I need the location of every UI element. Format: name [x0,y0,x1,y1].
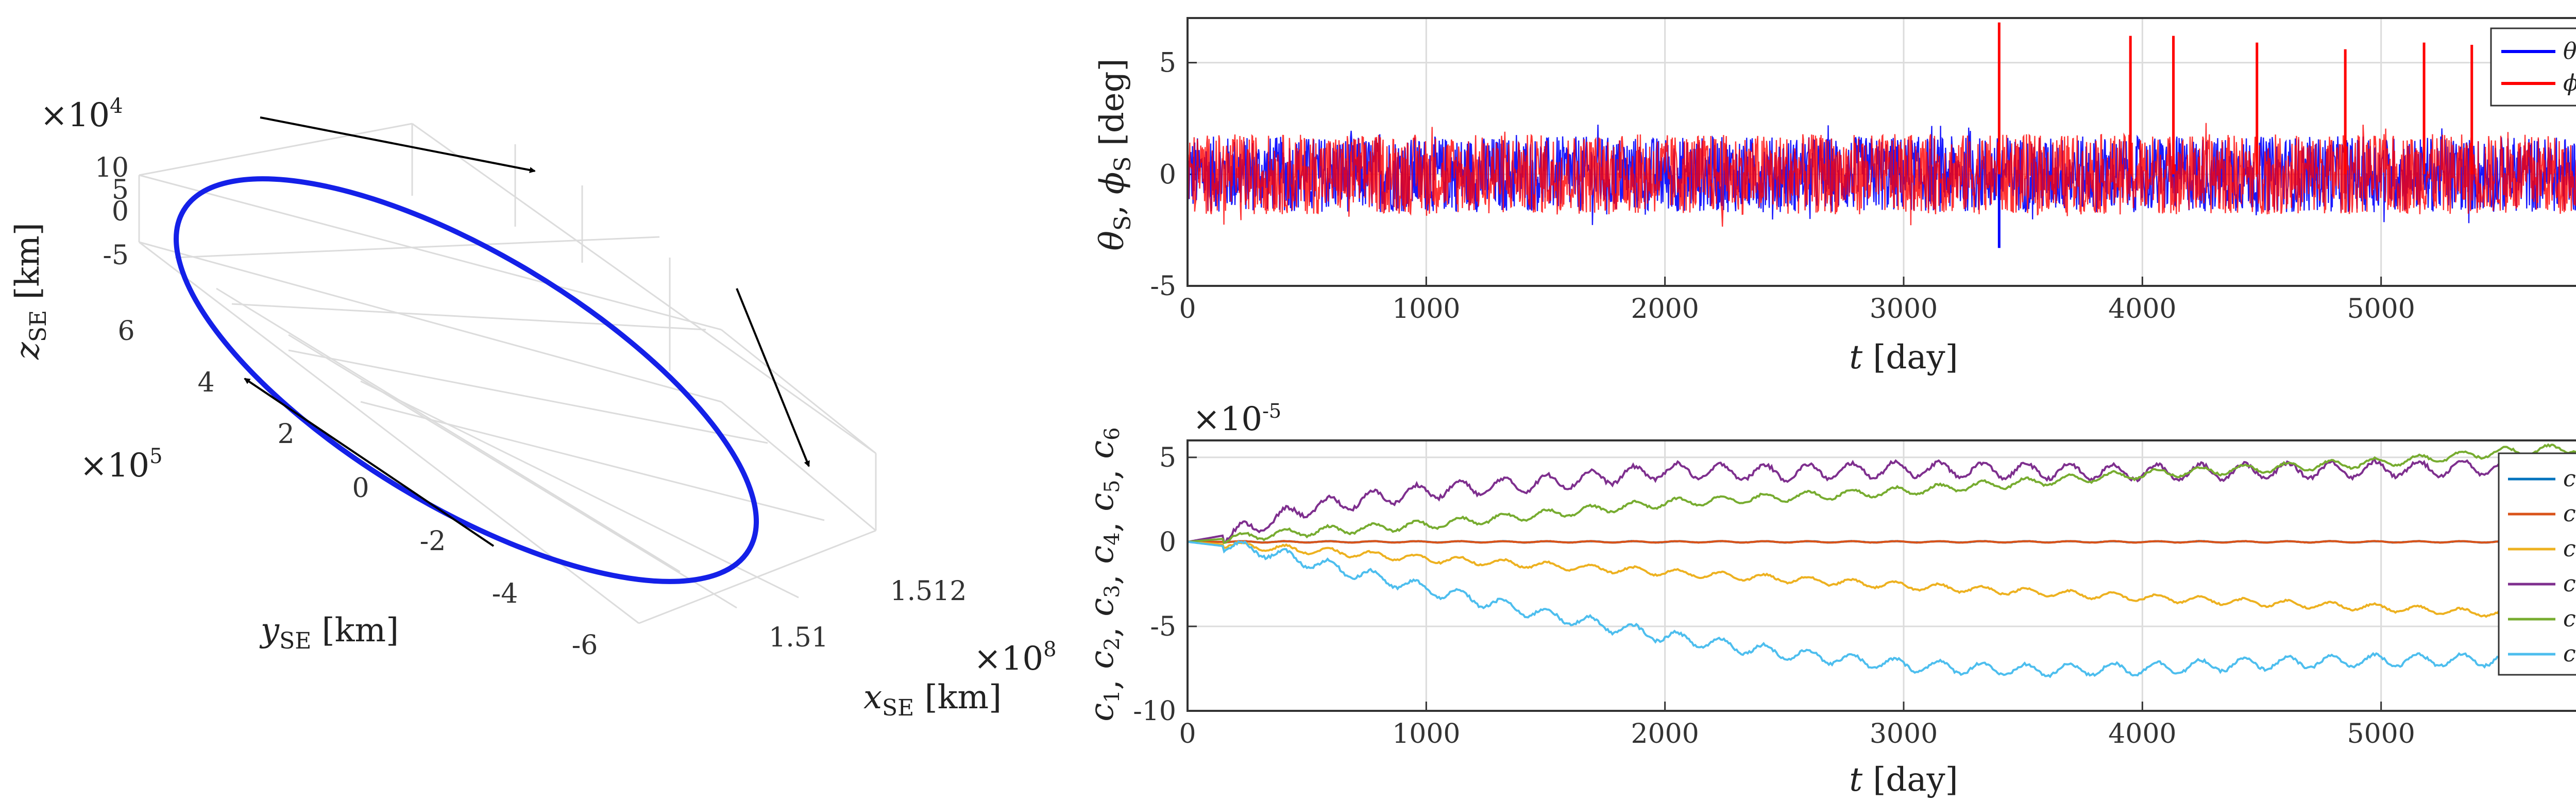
box-grid-line [216,287,681,573]
legend-label: c5 [2563,606,2576,636]
plot-frame [1187,439,2576,712]
x-tick-label: 4000 [2108,294,2176,325]
box-grid-line [360,401,825,521]
y-tick-label: 6 [117,316,134,347]
legend-label: c2 [2563,501,2576,531]
legend: c1 c2 c3 c4 c5 c6 [2498,452,2576,676]
y-tick-label: -4 [492,578,518,609]
box-grid-line [288,334,737,609]
y-tick-label: 0 [1159,527,1176,558]
direction-arrow [736,288,810,467]
x-tick-label: 4000 [2108,719,2176,749]
box-grid-line [139,241,639,624]
x-tick-label: 0 [1179,294,1196,325]
orbit-line [174,176,759,584]
y-tick-label: -2 [420,526,446,557]
series-line-c6 [1187,540,2576,678]
box-grid-line [288,349,768,444]
x-axis-label: t [day] [1849,338,1958,377]
z-tick-label: -5 [103,240,129,271]
legend-box [2490,27,2576,107]
box-grid-line [139,123,413,176]
box-grid-line [721,401,876,532]
legend-label: c6 [2563,641,2576,671]
plot-frame [1187,17,2576,287]
y-tick-label: 5 [1159,48,1176,79]
y-tick-label: 5 [1159,442,1176,473]
y-axis-label: θS, ϕS [deg] [1093,58,1136,250]
box-grid-line [412,123,876,454]
y-tick-label: 0 [352,473,369,504]
x-exponent: ×108 [974,638,1057,678]
x-tick-label: 1.51 [769,622,828,653]
x-tick-label: 3000 [1870,294,1938,325]
z-tick-label: 5 [112,175,129,206]
box-grid-line [360,380,799,599]
z-tick-label: 0 [112,196,129,227]
legend-box [2498,452,2576,676]
box-grid-line [175,236,660,259]
y-tick-label: 4 [197,367,214,398]
y-exponent: ×10-5 [1193,400,1281,438]
y-axis-label: ySE [km] [259,611,399,654]
z-exponent: ×104 [40,94,123,134]
direction-arrow [260,116,536,173]
x-tick-label: 2000 [1631,294,1699,325]
x-tick-label: 2000 [1631,719,1699,749]
box-grid-line [231,303,706,331]
y-axis-label: c1, c2, c3, c4, c5, c6 [1083,427,1127,721]
direction-arrow [244,378,495,547]
series-line-c3 [1187,540,2576,622]
z-tick-label: 10 [95,152,129,183]
legend-label: ϕS [2563,70,2576,100]
attitude-panel: 010002000300040005000600050-5θSϕSθS, ϕS … [1093,17,2576,377]
y-tick-label: 2 [277,419,294,450]
x-tick-label: 1000 [1392,294,1460,325]
z-axis-label: zSE [km] [9,223,52,360]
legend-label: c4 [2563,571,2576,601]
box-grid-line [139,174,722,331]
legend-label: c1 [2563,466,2576,496]
x-tick-label: 3000 [1870,719,1938,749]
x-tick-label: 5000 [2347,294,2415,325]
y-tick-label: 0 [1159,159,1176,190]
y-tick-label: -5 [1150,271,1176,302]
y-tick-label: -10 [1133,696,1176,727]
y-tick-label: -6 [572,630,598,661]
series-line-phi [1187,123,2576,227]
box-grid-line [721,329,876,454]
box-grid-line [139,241,722,403]
legend-label: c3 [2563,536,2576,566]
series-line-c4 [1187,455,2576,544]
legend-label: θS [2563,38,2576,68]
y-exponent: ×105 [80,445,163,485]
x-tick-label: 1.512 [890,576,967,607]
series-line-c2 [1188,540,2576,544]
y-tick-label: -5 [1150,611,1176,642]
x-axis-label: xSE [km] [863,678,1002,721]
x-tick-label: 5000 [2347,719,2415,749]
x-tick-label: 1000 [1392,719,1460,749]
series-line-c5 [1187,443,2576,544]
x-axis-label: t [day] [1849,761,1958,799]
x-tick-label: 0 [1179,719,1196,749]
legend: θSϕS [2490,27,2576,107]
coefficients-panel: 010002000300040005000600050-5-10×10-5c1c… [1083,400,2576,799]
